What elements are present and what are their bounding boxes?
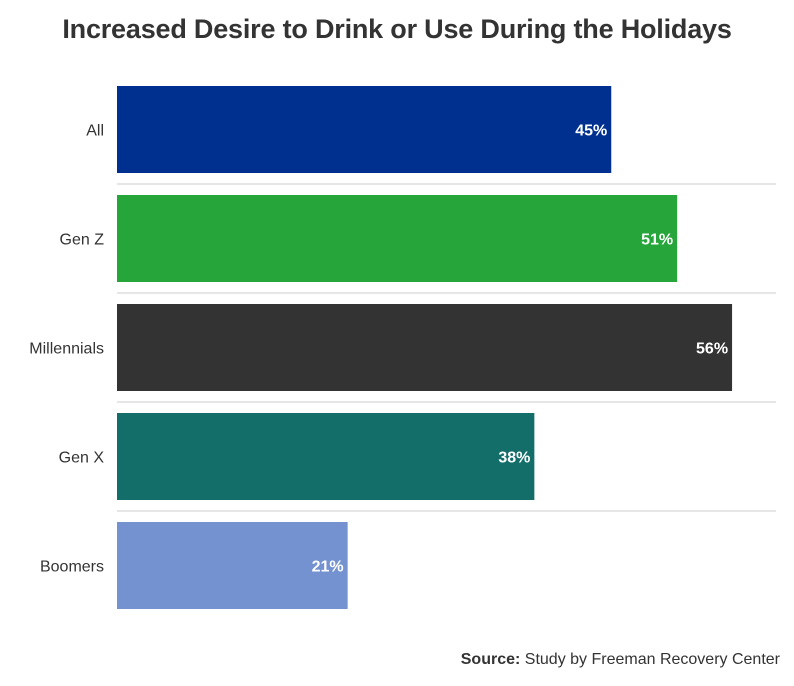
data-label: 51% (641, 232, 673, 249)
bar-millennials (117, 304, 733, 391)
source-label: Source: (460, 651, 521, 668)
bar-boomers (117, 522, 348, 609)
bar-gen-x (117, 413, 535, 500)
data-label: 45% (575, 123, 607, 140)
category-label: Boomers (40, 559, 104, 576)
category-label: Millennials (29, 341, 104, 358)
bar-gen-z (117, 195, 678, 282)
data-label: 38% (498, 450, 530, 467)
source-note: Source: Study by Freeman Recovery Center (461, 651, 780, 669)
data-label: 21% (312, 559, 344, 576)
source-text: Study by Freeman Recovery Center (524, 651, 780, 668)
category-label: Gen Z (60, 232, 105, 249)
bar-all (117, 86, 612, 173)
category-label: Gen X (59, 450, 105, 467)
category-label: All (86, 123, 104, 140)
data-label: 56% (696, 341, 728, 358)
chart-title: Increased Desire to Drink or Use During … (62, 14, 732, 44)
